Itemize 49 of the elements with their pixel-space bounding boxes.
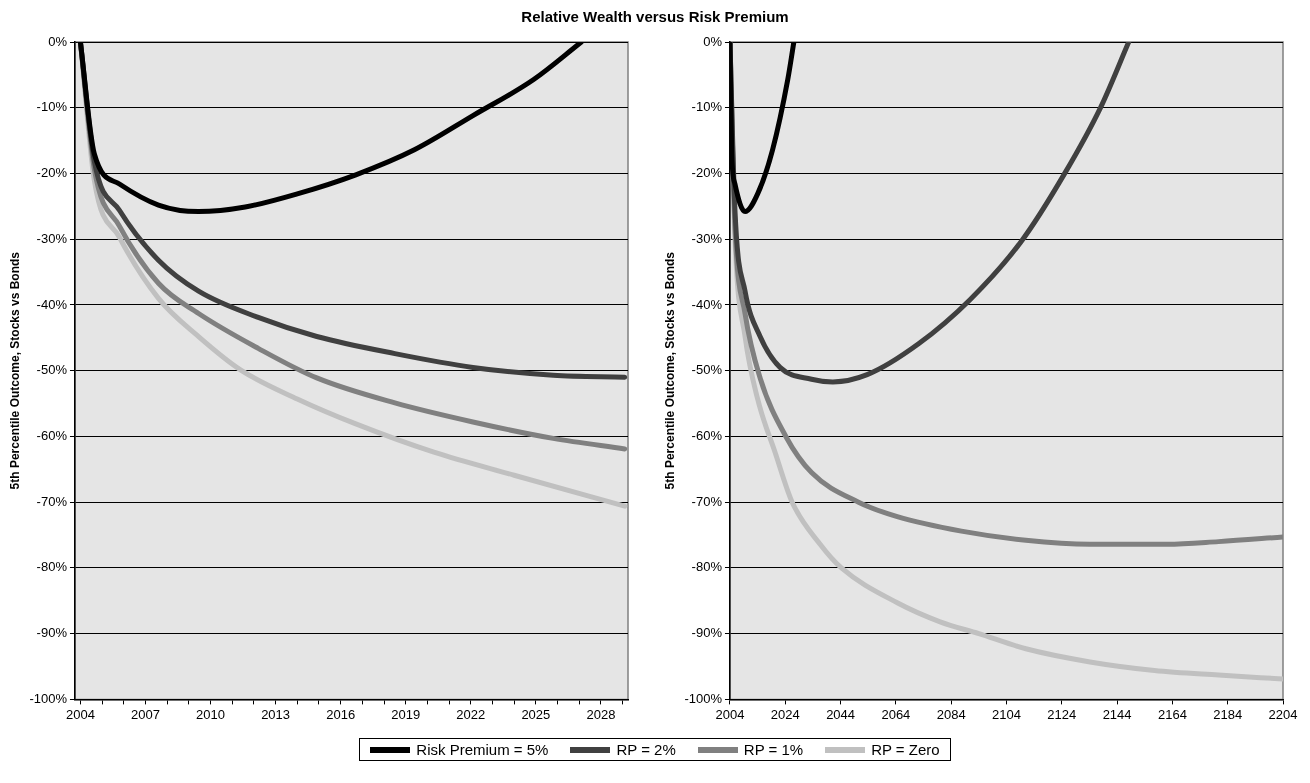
- y-tick-label: -20%: [36, 165, 68, 181]
- x-tick-label: 2044: [826, 706, 856, 722]
- y-tick-label: -30%: [691, 230, 723, 246]
- x-tick-label: 2019: [391, 706, 421, 722]
- x-tick-label: 2028: [586, 706, 616, 722]
- legend-label: Risk Premium = 5%: [416, 741, 549, 758]
- legend-label: RP = Zero: [871, 741, 940, 758]
- y-tick-label: -20%: [691, 165, 723, 181]
- y-tick-label: -50%: [691, 362, 723, 378]
- x-tick-label: 2010: [196, 706, 225, 722]
- x-tick-label: 2022: [456, 706, 486, 722]
- y-tick-label: 0%: [48, 33, 68, 49]
- chart-title: Relative Wealth versus Risk Premium: [520, 8, 790, 25]
- x-tick-label: 2204: [1268, 706, 1298, 722]
- x-tick-label: 2084: [936, 706, 966, 722]
- y-axis-title: 5th Percentile Outcome, Stocks vs Bonds: [7, 251, 22, 490]
- x-tick-label: 2184: [1213, 706, 1243, 722]
- legend-label: RP = 1%: [743, 741, 804, 758]
- y-tick-label: -10%: [691, 99, 723, 115]
- x-tick-label: 2104: [992, 706, 1021, 722]
- y-axis-title: 5th Percentile Outcome, Stocks vs Bonds: [662, 251, 677, 490]
- y-tick-label: -40%: [36, 296, 68, 312]
- y-tick-label: -90%: [36, 625, 68, 641]
- y-tick-label: -50%: [36, 362, 68, 378]
- legend-label: RP = 2%: [616, 741, 676, 758]
- y-tick-label: -60%: [691, 428, 723, 444]
- y-tick-label: -80%: [691, 559, 723, 575]
- y-tick-label: -100%: [684, 690, 723, 706]
- x-tick-label: 2025: [521, 706, 551, 722]
- x-tick-label: 2124: [1047, 706, 1077, 722]
- y-tick-label: -10%: [36, 99, 68, 115]
- x-tick-label: 2004: [65, 706, 95, 722]
- x-tick-label: 2016: [326, 706, 356, 722]
- y-tick-label: -30%: [36, 230, 68, 246]
- y-tick-label: 0%: [703, 33, 723, 49]
- x-tick-label: 2144: [1102, 706, 1132, 722]
- y-tick-label: -100%: [29, 690, 68, 706]
- x-tick-label: 2164: [1157, 706, 1187, 722]
- y-tick-label: -40%: [691, 296, 723, 312]
- y-tick-label: -70%: [36, 493, 68, 509]
- y-tick-label: -60%: [36, 428, 68, 444]
- y-tick-label: -80%: [36, 559, 68, 575]
- x-tick-label: 2024: [770, 706, 800, 722]
- y-tick-label: -90%: [691, 625, 723, 641]
- x-tick-label: 2004: [715, 706, 745, 722]
- x-tick-label: 2064: [881, 706, 911, 722]
- y-tick-label: -70%: [691, 493, 723, 509]
- x-tick-label: 2013: [261, 706, 291, 722]
- x-tick-label: 2007: [131, 706, 160, 722]
